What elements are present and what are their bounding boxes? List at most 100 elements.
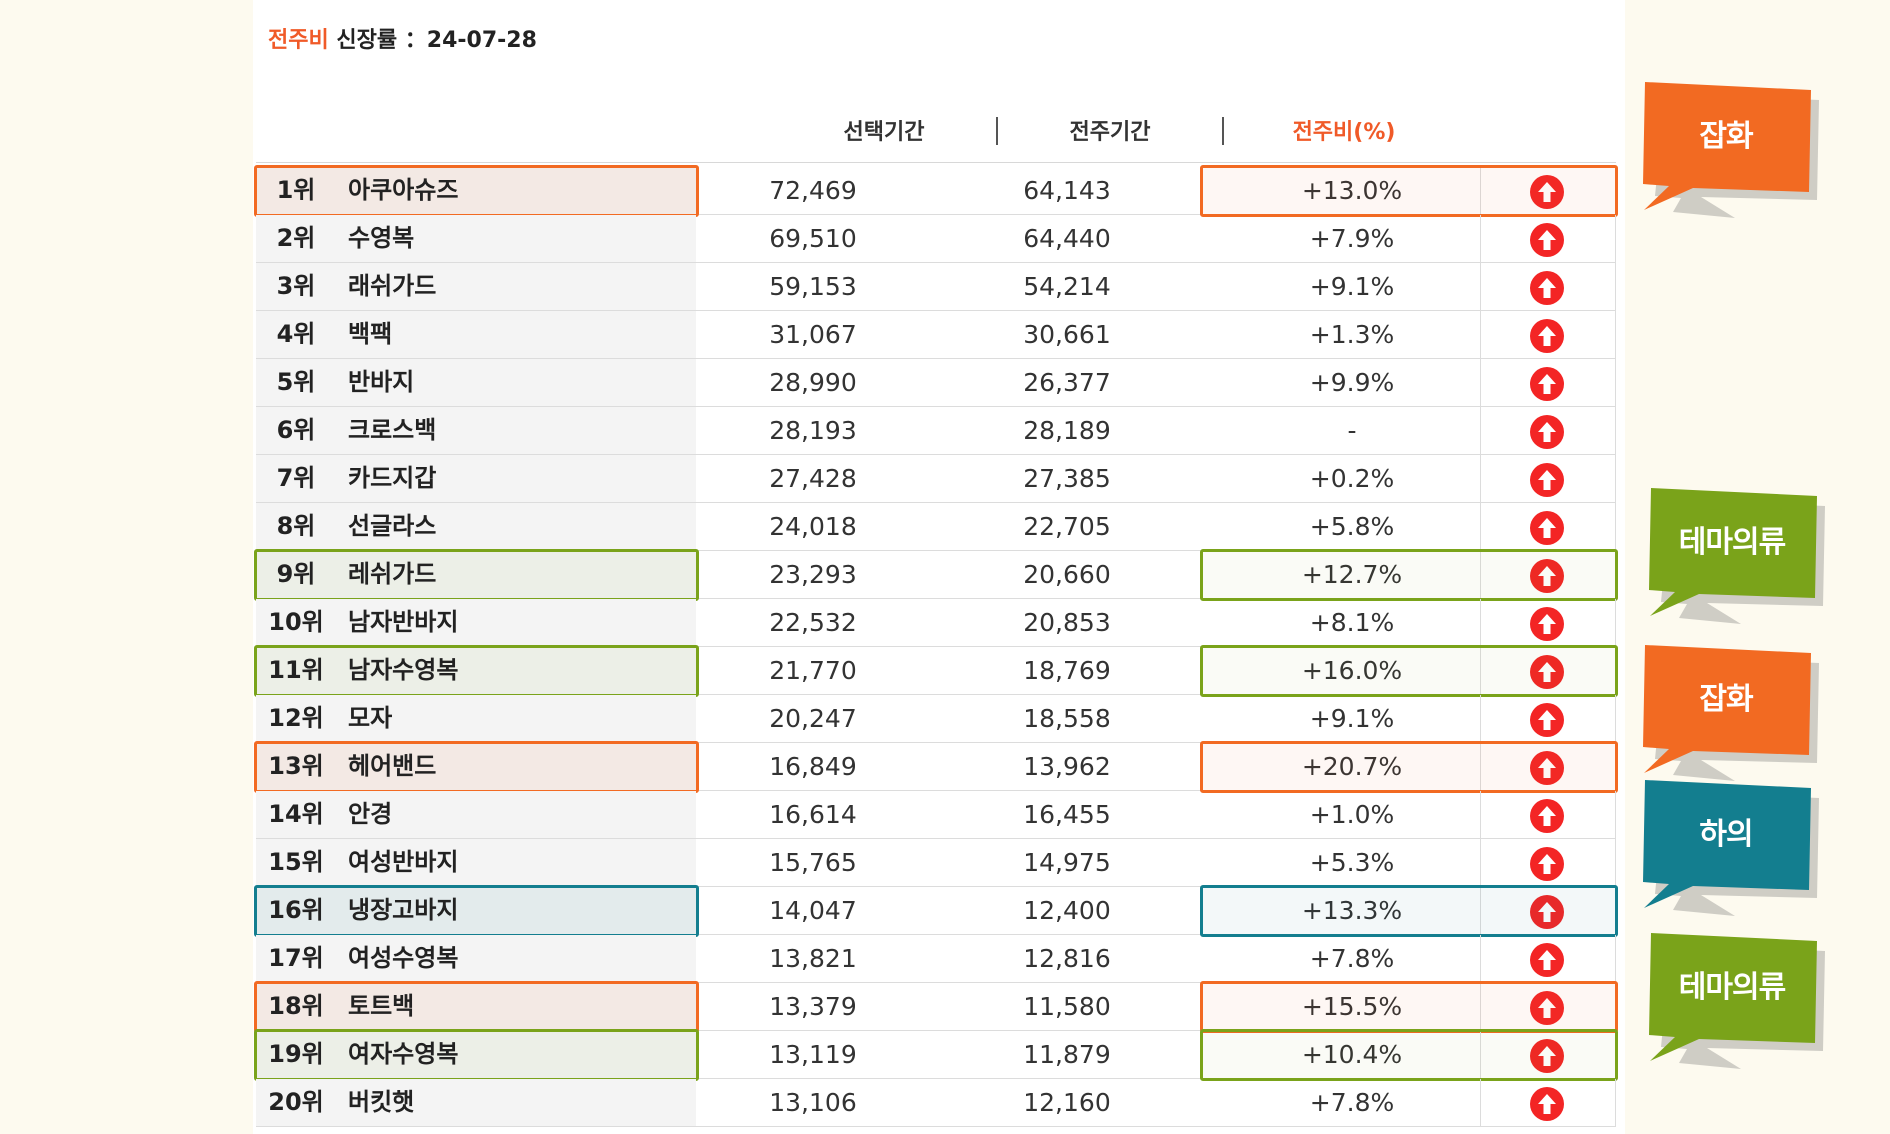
week-change-pct: +15.5% xyxy=(1301,992,1403,1021)
keyword-label: 수영복 xyxy=(348,224,415,252)
cell-divider xyxy=(1615,1079,1616,1126)
highlight-box-name xyxy=(254,645,699,697)
cell-divider xyxy=(1480,215,1481,262)
week-change-pct: +7.9% xyxy=(1309,224,1395,253)
rank-label: 7위 xyxy=(276,464,316,492)
previous-period-value: 13,962 xyxy=(1023,752,1111,781)
column-separator xyxy=(996,117,998,145)
column-separator xyxy=(1222,117,1224,145)
cell-divider xyxy=(1480,1031,1481,1078)
cell-divider xyxy=(1480,695,1481,742)
up-arrow-icon xyxy=(1530,703,1564,737)
rank-label: 5위 xyxy=(276,368,316,396)
rank-label: 6위 xyxy=(276,416,316,444)
current-period-value: 23,293 xyxy=(769,560,857,589)
cell-divider xyxy=(1480,167,1481,214)
week-change-pct: +9.9% xyxy=(1309,368,1395,397)
current-period-value: 16,849 xyxy=(769,752,857,781)
rank-label: 10위 xyxy=(268,608,324,636)
cell-divider xyxy=(1615,359,1616,406)
cell-divider xyxy=(1480,407,1481,454)
table-row: 8위 선글라스 24,018 22,705 +5.8% xyxy=(256,503,1616,551)
week-change-pct: +7.8% xyxy=(1309,1088,1395,1117)
week-change-pct: +5.3% xyxy=(1309,848,1395,877)
table-row: 18위 토트백 13,379 11,580 +15.5% xyxy=(254,981,1618,1033)
highlight-box-name xyxy=(254,1029,699,1081)
rank-label: 15위 xyxy=(268,848,324,876)
keyword-label: 여자수영복 xyxy=(348,1040,459,1068)
rank-label: 18위 xyxy=(268,992,324,1020)
week-change-pct: +10.4% xyxy=(1301,1040,1403,1069)
week-change-pct: +9.1% xyxy=(1309,272,1395,301)
up-arrow-icon xyxy=(1530,895,1564,929)
up-arrow-icon xyxy=(1530,415,1564,449)
name-cell xyxy=(256,1079,696,1126)
cell-divider xyxy=(1480,455,1481,502)
cell-divider xyxy=(1480,263,1481,310)
up-arrow-icon xyxy=(1530,463,1564,497)
table-row: 15위 여성반바지 15,765 14,975 +5.3% xyxy=(256,839,1616,887)
week-change-pct: +13.3% xyxy=(1301,896,1403,925)
name-cell xyxy=(256,215,696,262)
week-change-pct: +20.7% xyxy=(1301,752,1403,781)
name-cell xyxy=(256,551,696,598)
cell-divider xyxy=(1480,599,1481,646)
category-callout: 잡화 xyxy=(1641,645,1881,785)
cell-divider xyxy=(1615,455,1616,502)
callout-label: 하의 xyxy=(1699,817,1753,852)
name-cell xyxy=(256,263,696,310)
table-row: 4위 백팩 31,067 30,661 +1.3% xyxy=(256,311,1616,359)
cell-divider xyxy=(1615,791,1616,838)
table-row: 9위 레쉬가드 23,293 20,660 +12.7% xyxy=(254,549,1618,601)
name-cell xyxy=(256,455,696,502)
table-row: 11위 남자수영복 21,770 18,769 +16.0% xyxy=(254,645,1618,697)
header-divider xyxy=(256,162,1616,163)
cell-divider xyxy=(1480,647,1481,694)
previous-period-value: 26,377 xyxy=(1023,368,1111,397)
week-change-pct: +9.1% xyxy=(1309,704,1395,733)
table-row: 3위 래쉬가드 59,153 54,214 +9.1% xyxy=(256,263,1616,311)
keyword-label: 안경 xyxy=(348,800,393,828)
up-arrow-icon xyxy=(1530,223,1564,257)
rank-label: 12위 xyxy=(268,704,324,732)
keyword-label: 선글라스 xyxy=(348,512,437,540)
cell-divider xyxy=(1615,839,1616,886)
table-row: 16위 냉장고바지 14,047 12,400 +13.3% xyxy=(254,885,1618,937)
table-row: 17위 여성수영복 13,821 12,816 +7.8% xyxy=(256,935,1616,983)
previous-period-value: 27,385 xyxy=(1023,464,1111,493)
table-row: 10위 남자반바지 22,532 20,853 +8.1% xyxy=(256,599,1616,647)
current-period-value: 14,047 xyxy=(769,896,857,925)
rank-label: 4위 xyxy=(276,320,316,348)
previous-period-value: 18,558 xyxy=(1023,704,1111,733)
previous-period-value: 16,455 xyxy=(1023,800,1111,829)
rank-label: 1위 xyxy=(276,176,316,204)
category-callout: 테마의류 xyxy=(1647,488,1887,628)
name-cell xyxy=(256,935,696,982)
current-period-value: 22,532 xyxy=(769,608,857,637)
keyword-label: 남자수영복 xyxy=(348,656,459,684)
week-change-pct: +0.2% xyxy=(1309,464,1395,493)
rank-label: 19위 xyxy=(268,1040,324,1068)
week-change-pct: - xyxy=(1347,416,1357,445)
column-header-pct: 전주비(%) xyxy=(1292,120,1396,145)
name-cell xyxy=(256,791,696,838)
up-arrow-icon xyxy=(1530,943,1564,977)
highlight-box-pct xyxy=(1200,549,1618,601)
keyword-label: 레쉬가드 xyxy=(348,560,437,588)
cell-divider xyxy=(1480,1079,1481,1126)
callout-label: 잡화 xyxy=(1699,119,1753,154)
rank-label: 20위 xyxy=(268,1088,324,1116)
rank-label: 9위 xyxy=(276,560,316,588)
keyword-label: 버킷햇 xyxy=(348,1088,415,1116)
previous-period-value: 11,580 xyxy=(1023,992,1111,1021)
highlight-box-pct xyxy=(1200,1029,1618,1081)
category-callout: 테마의류 xyxy=(1647,933,1887,1073)
up-arrow-icon xyxy=(1530,1039,1564,1073)
rank-label: 3위 xyxy=(276,272,316,300)
current-period-value: 13,119 xyxy=(769,1040,857,1069)
rank-label: 17위 xyxy=(268,944,324,972)
week-change-pct: +1.0% xyxy=(1309,800,1395,829)
keyword-label: 냉장고바지 xyxy=(348,896,459,924)
up-arrow-icon xyxy=(1530,271,1564,305)
cell-divider xyxy=(1615,407,1616,454)
